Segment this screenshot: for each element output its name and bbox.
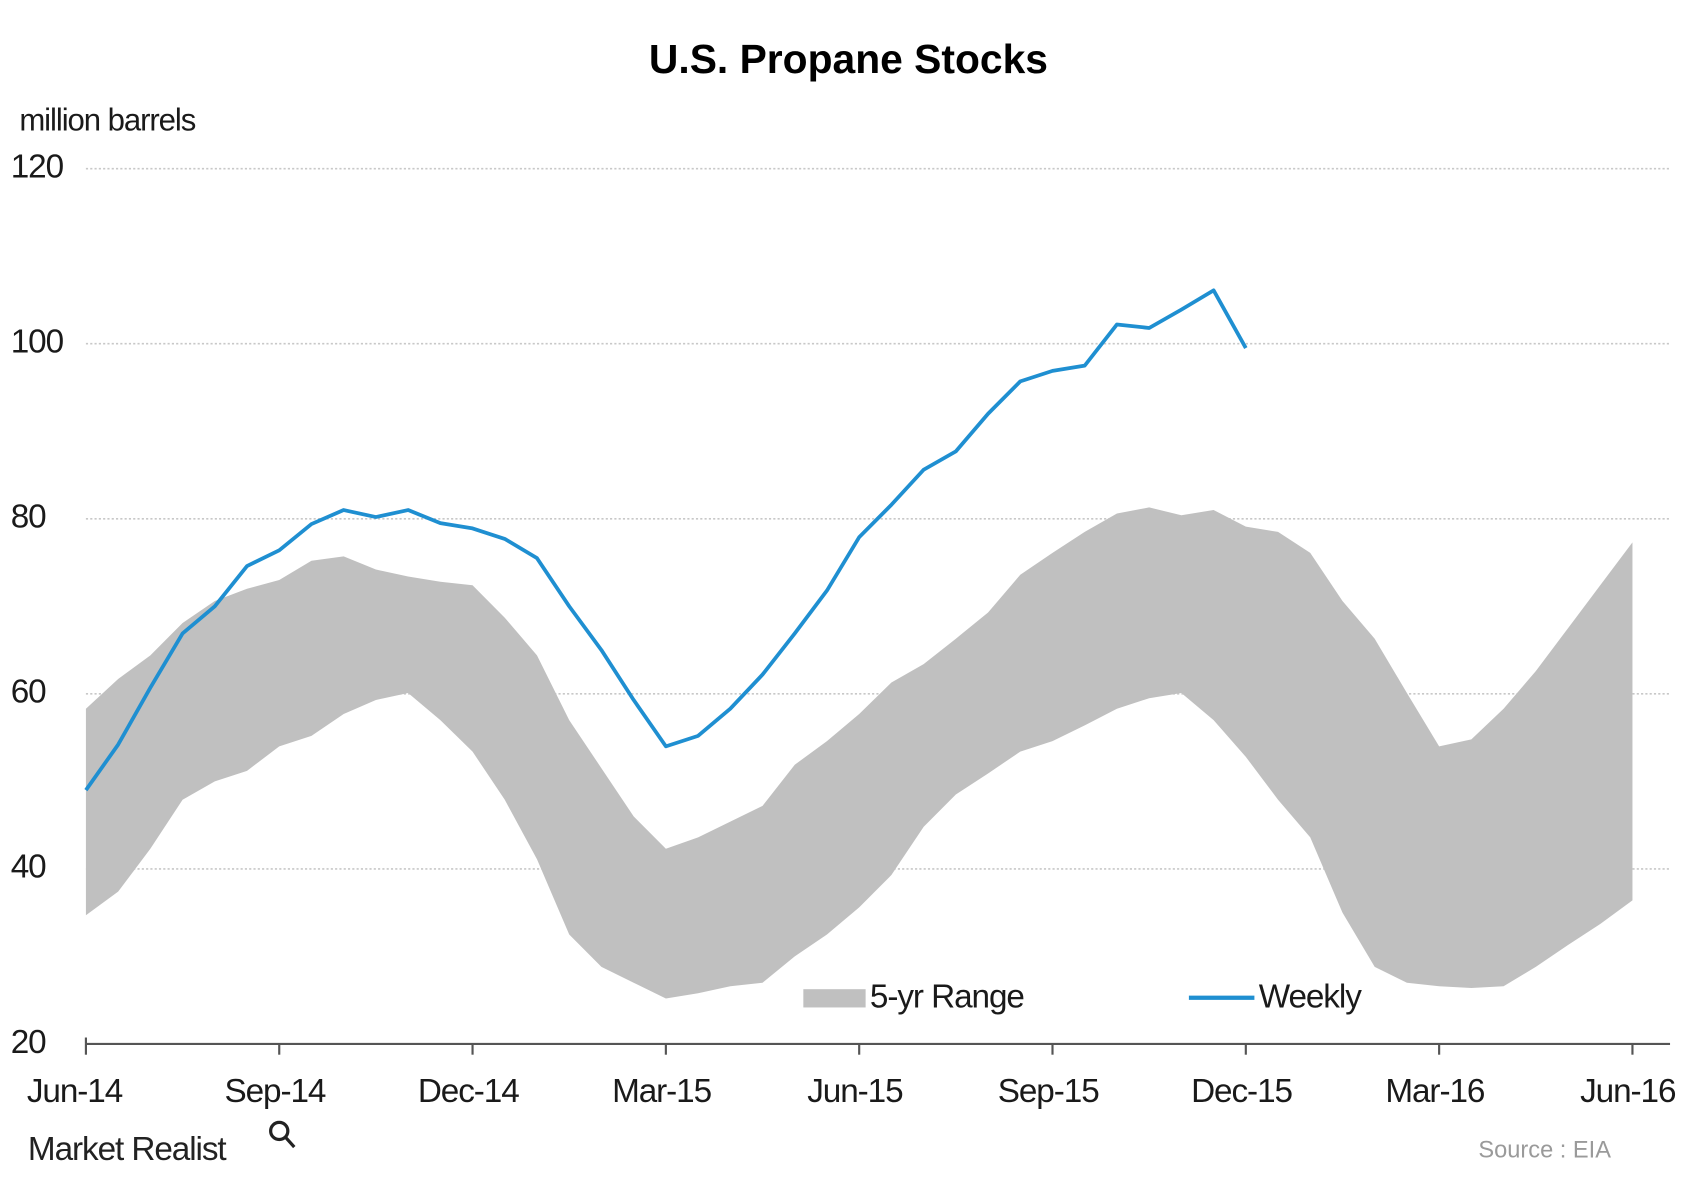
logo-icon [269,1120,296,1149]
y-axis-label: million barrels [19,103,195,138]
y-tick-label: 120 [11,148,64,185]
x-tick-label: Jun-14 [27,1073,123,1110]
x-tick-label: Jun-16 [1580,1073,1676,1110]
weekly-line [84,288,1248,792]
chart-title: U.S. Propane Stocks [649,36,1048,82]
x-tick-label: Dec-14 [418,1073,519,1110]
legend-swatch [803,989,866,1008]
y-tick-label: 40 [11,849,46,886]
y-tick-label: 20 [11,1024,46,1061]
source-note: Source : EIA [1478,1138,1611,1164]
x-tick-label: Jun-15 [807,1073,903,1110]
x-tick-label: Mar-15 [612,1073,712,1110]
x-tick-label: Sep-14 [224,1073,325,1110]
y-tick-label: 80 [11,499,46,536]
x-tick-label: Dec-15 [1191,1073,1292,1110]
x-tick-label: Mar-16 [1385,1073,1485,1110]
x-tick-label: Sep-15 [998,1073,1099,1110]
legend-label: 5-yr Range [870,979,1024,1016]
range-band [85,507,1633,999]
y-tick-label: 60 [11,674,46,711]
legend-label: Weekly [1259,979,1362,1016]
y-tick-label: 100 [11,324,64,361]
brand-logo: Market Realist [28,1131,226,1168]
